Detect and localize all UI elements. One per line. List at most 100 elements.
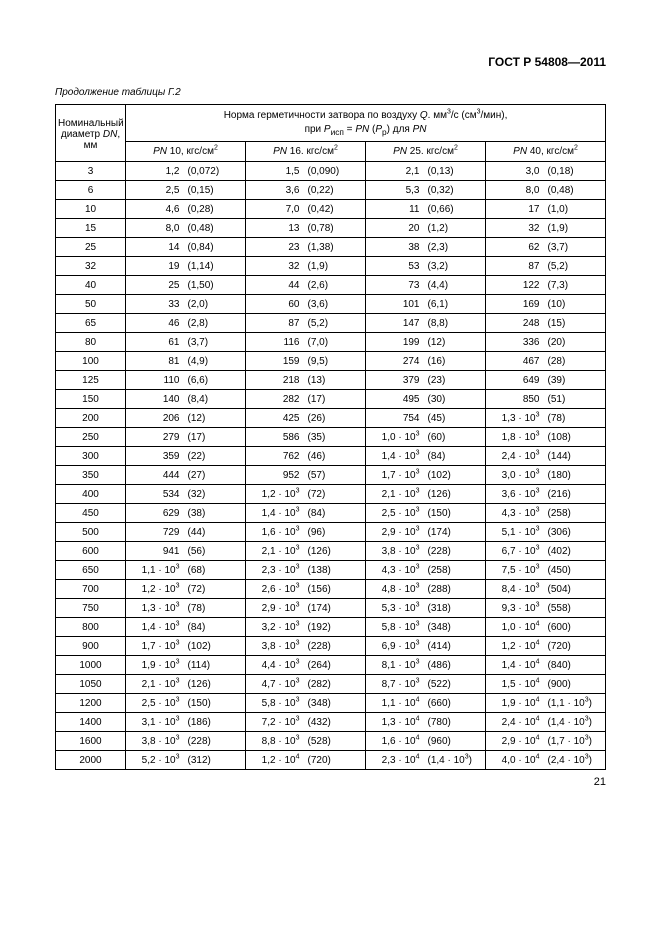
- dn-cell: 32: [56, 257, 126, 276]
- table-row: 3219(1,14)32(1,9)53(3,2)87(5,2): [56, 257, 606, 276]
- paren-cell: (57): [306, 466, 366, 485]
- value-cell: 33: [126, 295, 186, 314]
- table-row: 9001,7 · 103(102)3,8 · 103(228)6,9 · 103…: [56, 637, 606, 656]
- dn-cell: 150: [56, 390, 126, 409]
- value-cell: 110: [126, 371, 186, 390]
- paren-cell: (558): [546, 599, 606, 618]
- paren-cell: (4,4): [426, 276, 486, 295]
- value-cell: 4,7 · 103: [246, 675, 306, 694]
- value-cell: 60: [246, 295, 306, 314]
- value-cell: 467: [486, 352, 546, 371]
- paren-cell: (528): [306, 732, 366, 751]
- value-cell: 7,0: [246, 200, 306, 219]
- value-cell: 3,2 · 103: [246, 618, 306, 637]
- paren-cell: (174): [306, 599, 366, 618]
- value-cell: 5,3: [366, 181, 426, 200]
- value-cell: 1,8 · 103: [486, 428, 546, 447]
- value-cell: 1,3 · 103: [126, 599, 186, 618]
- dn-cell: 80: [56, 333, 126, 352]
- table-row: 6546(2,8)87(5,2)147(8,8)248(15): [56, 314, 606, 333]
- table-row: 14003,1 · 103(186)7,2 · 103(432)1,3 · 10…: [56, 713, 606, 732]
- table-row: 500729(44)1,6 · 103(96)2,9 · 103(174)5,1…: [56, 523, 606, 542]
- paren-cell: (720): [546, 637, 606, 656]
- table-header: Номинальный диаметр DN, мм Норма гермети…: [56, 105, 606, 162]
- paren-cell: (35): [306, 428, 366, 447]
- paren-cell: (2,3): [426, 238, 486, 257]
- value-cell: 2,5 · 103: [126, 694, 186, 713]
- table-row: 104,6(0,28)7,0(0,42)11(0,66)17(1,0): [56, 200, 606, 219]
- data-table: Номинальный диаметр DN, мм Норма гермети…: [55, 104, 606, 770]
- paren-cell: (150): [186, 694, 246, 713]
- paren-cell: (180): [546, 466, 606, 485]
- value-cell: 87: [246, 314, 306, 333]
- value-cell: 495: [366, 390, 426, 409]
- paren-cell: (228): [186, 732, 246, 751]
- value-cell: 1,1 · 104: [366, 694, 426, 713]
- value-cell: 4,4 · 103: [246, 656, 306, 675]
- value-cell: 20: [366, 219, 426, 238]
- paren-cell: (2,4 · 103): [546, 751, 606, 770]
- value-cell: 25: [126, 276, 186, 295]
- value-cell: 2,1 · 103: [246, 542, 306, 561]
- paren-cell: (102): [186, 637, 246, 656]
- paren-cell: (30): [426, 390, 486, 409]
- value-cell: 73: [366, 276, 426, 295]
- table-row: 12002,5 · 103(150)5,8 · 103(348)1,1 · 10…: [56, 694, 606, 713]
- dn-cell: 1400: [56, 713, 126, 732]
- paren-cell: (1,14): [186, 257, 246, 276]
- paren-cell: (228): [306, 637, 366, 656]
- paren-cell: (450): [546, 561, 606, 580]
- value-cell: 762: [246, 447, 306, 466]
- paren-cell: (38): [186, 504, 246, 523]
- value-cell: 206: [126, 409, 186, 428]
- table-row: 350444(27)952(57)1,7 · 103(102)3,0 · 103…: [56, 466, 606, 485]
- table-row: 8001,4 · 103(84)3,2 · 103(192)5,8 · 103(…: [56, 618, 606, 637]
- paren-cell: (10): [546, 295, 606, 314]
- paren-cell: (72): [186, 580, 246, 599]
- paren-cell: (56): [186, 542, 246, 561]
- pn-header-1: PN 16. кгс/см2: [246, 142, 366, 162]
- value-cell: 2,6 · 103: [246, 580, 306, 599]
- paren-cell: (27): [186, 466, 246, 485]
- paren-cell: (1,9): [306, 257, 366, 276]
- table-row: 10081(4,9)159(9,5)274(16)467(28): [56, 352, 606, 371]
- value-cell: 754: [366, 409, 426, 428]
- paren-cell: (1,4 · 103): [546, 713, 606, 732]
- paren-cell: (720): [306, 751, 366, 770]
- value-cell: 5,2 · 103: [126, 751, 186, 770]
- paren-cell: (5,2): [306, 314, 366, 333]
- dn-cell: 40: [56, 276, 126, 295]
- paren-cell: (174): [426, 523, 486, 542]
- dn-cell: 800: [56, 618, 126, 637]
- paren-cell: (0,78): [306, 219, 366, 238]
- pn-header-0: PN 10, кгс/см2: [126, 142, 246, 162]
- table-row: 200206(12)425(26)754(45)1,3 · 103(78): [56, 409, 606, 428]
- paren-cell: (840): [546, 656, 606, 675]
- value-cell: 1,1 · 103: [126, 561, 186, 580]
- paren-cell: (1,38): [306, 238, 366, 257]
- table-row: 10502,1 · 103(126)4,7 · 103(282)8,7 · 10…: [56, 675, 606, 694]
- table-row: 600941(56)2,1 · 103(126)3,8 · 103(228)6,…: [56, 542, 606, 561]
- paren-cell: (288): [426, 580, 486, 599]
- paren-cell: (68): [186, 561, 246, 580]
- value-cell: 13: [246, 219, 306, 238]
- value-cell: 1,2 · 103: [126, 580, 186, 599]
- dn-cell: 1600: [56, 732, 126, 751]
- value-cell: 4,3 · 103: [366, 561, 426, 580]
- table-row: 6501,1 · 103(68)2,3 · 103(138)4,3 · 103(…: [56, 561, 606, 580]
- dn-cell: 10: [56, 200, 126, 219]
- paren-cell: (4,9): [186, 352, 246, 371]
- dn-cell: 2000: [56, 751, 126, 770]
- paren-cell: (51): [546, 390, 606, 409]
- table-row: 125110(6,6)218(13)379(23)649(39): [56, 371, 606, 390]
- paren-cell: (156): [306, 580, 366, 599]
- value-cell: 159: [246, 352, 306, 371]
- value-cell: 32: [246, 257, 306, 276]
- dn-cell: 250: [56, 428, 126, 447]
- paren-cell: (318): [426, 599, 486, 618]
- dn-cell: 6: [56, 181, 126, 200]
- value-cell: 359: [126, 447, 186, 466]
- paren-cell: (3,2): [426, 257, 486, 276]
- dn-cell: 600: [56, 542, 126, 561]
- paren-cell: (7,0): [306, 333, 366, 352]
